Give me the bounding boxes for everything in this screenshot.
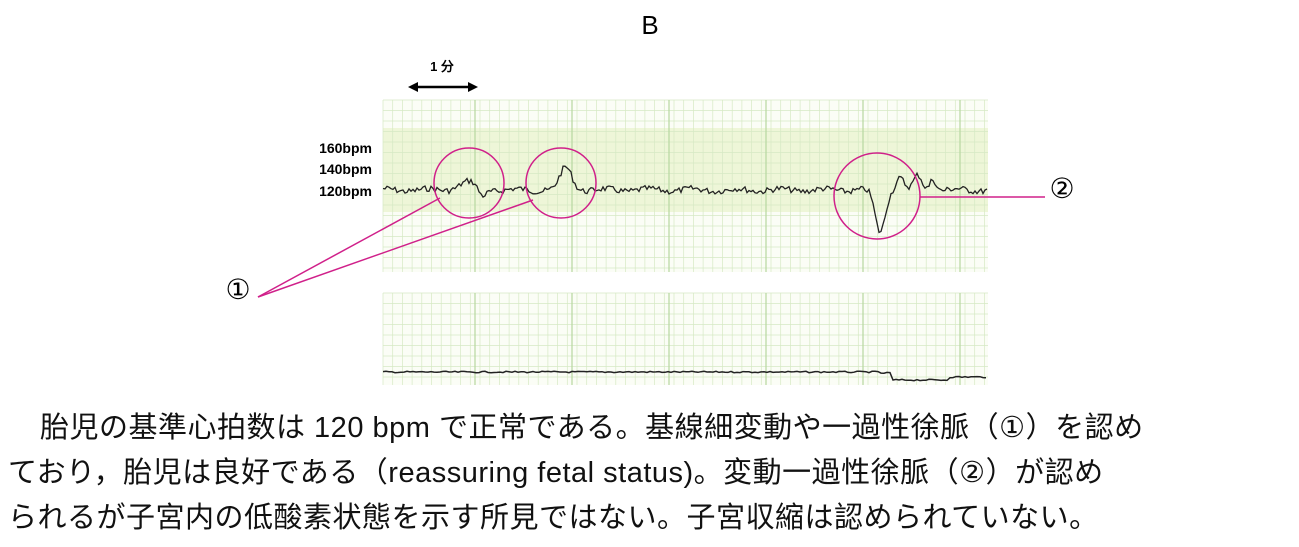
figure-label: B <box>641 10 658 40</box>
leader-line <box>257 199 534 298</box>
figure: B 1 分 160bpm 140bpm 120bpm ① ② <box>225 10 1075 385</box>
circle <box>433 147 505 219</box>
caption-line: られるが子宮内の低酸素状態を示す所見ではない。子宮収縮は認められていない。 <box>8 502 1099 534</box>
bpm-label: 120bpm <box>319 183 372 199</box>
marker: ② <box>1049 173 1074 204</box>
annotations <box>257 147 1045 298</box>
circle <box>833 152 921 240</box>
time-scale: 1 分 <box>430 59 454 74</box>
grids <box>382 99 988 385</box>
circle <box>525 147 597 219</box>
leader-line <box>257 197 441 298</box>
fhr-trace <box>382 165 988 234</box>
bpm-label: 140bpm <box>319 161 372 177</box>
caption-line: 胎児の基準心拍数は 120 bpm で正常である。基線細変動や一過性徐脈（①）を… <box>40 412 1144 444</box>
arrow-head <box>408 82 418 92</box>
uc-trace <box>382 370 987 382</box>
arrow-head <box>468 82 478 92</box>
bpm-label: 160bpm <box>319 140 372 156</box>
caption-line: ており，胎児は良好である（reassuring fetal status)。変動… <box>8 457 1104 489</box>
marker: ① <box>225 274 250 305</box>
